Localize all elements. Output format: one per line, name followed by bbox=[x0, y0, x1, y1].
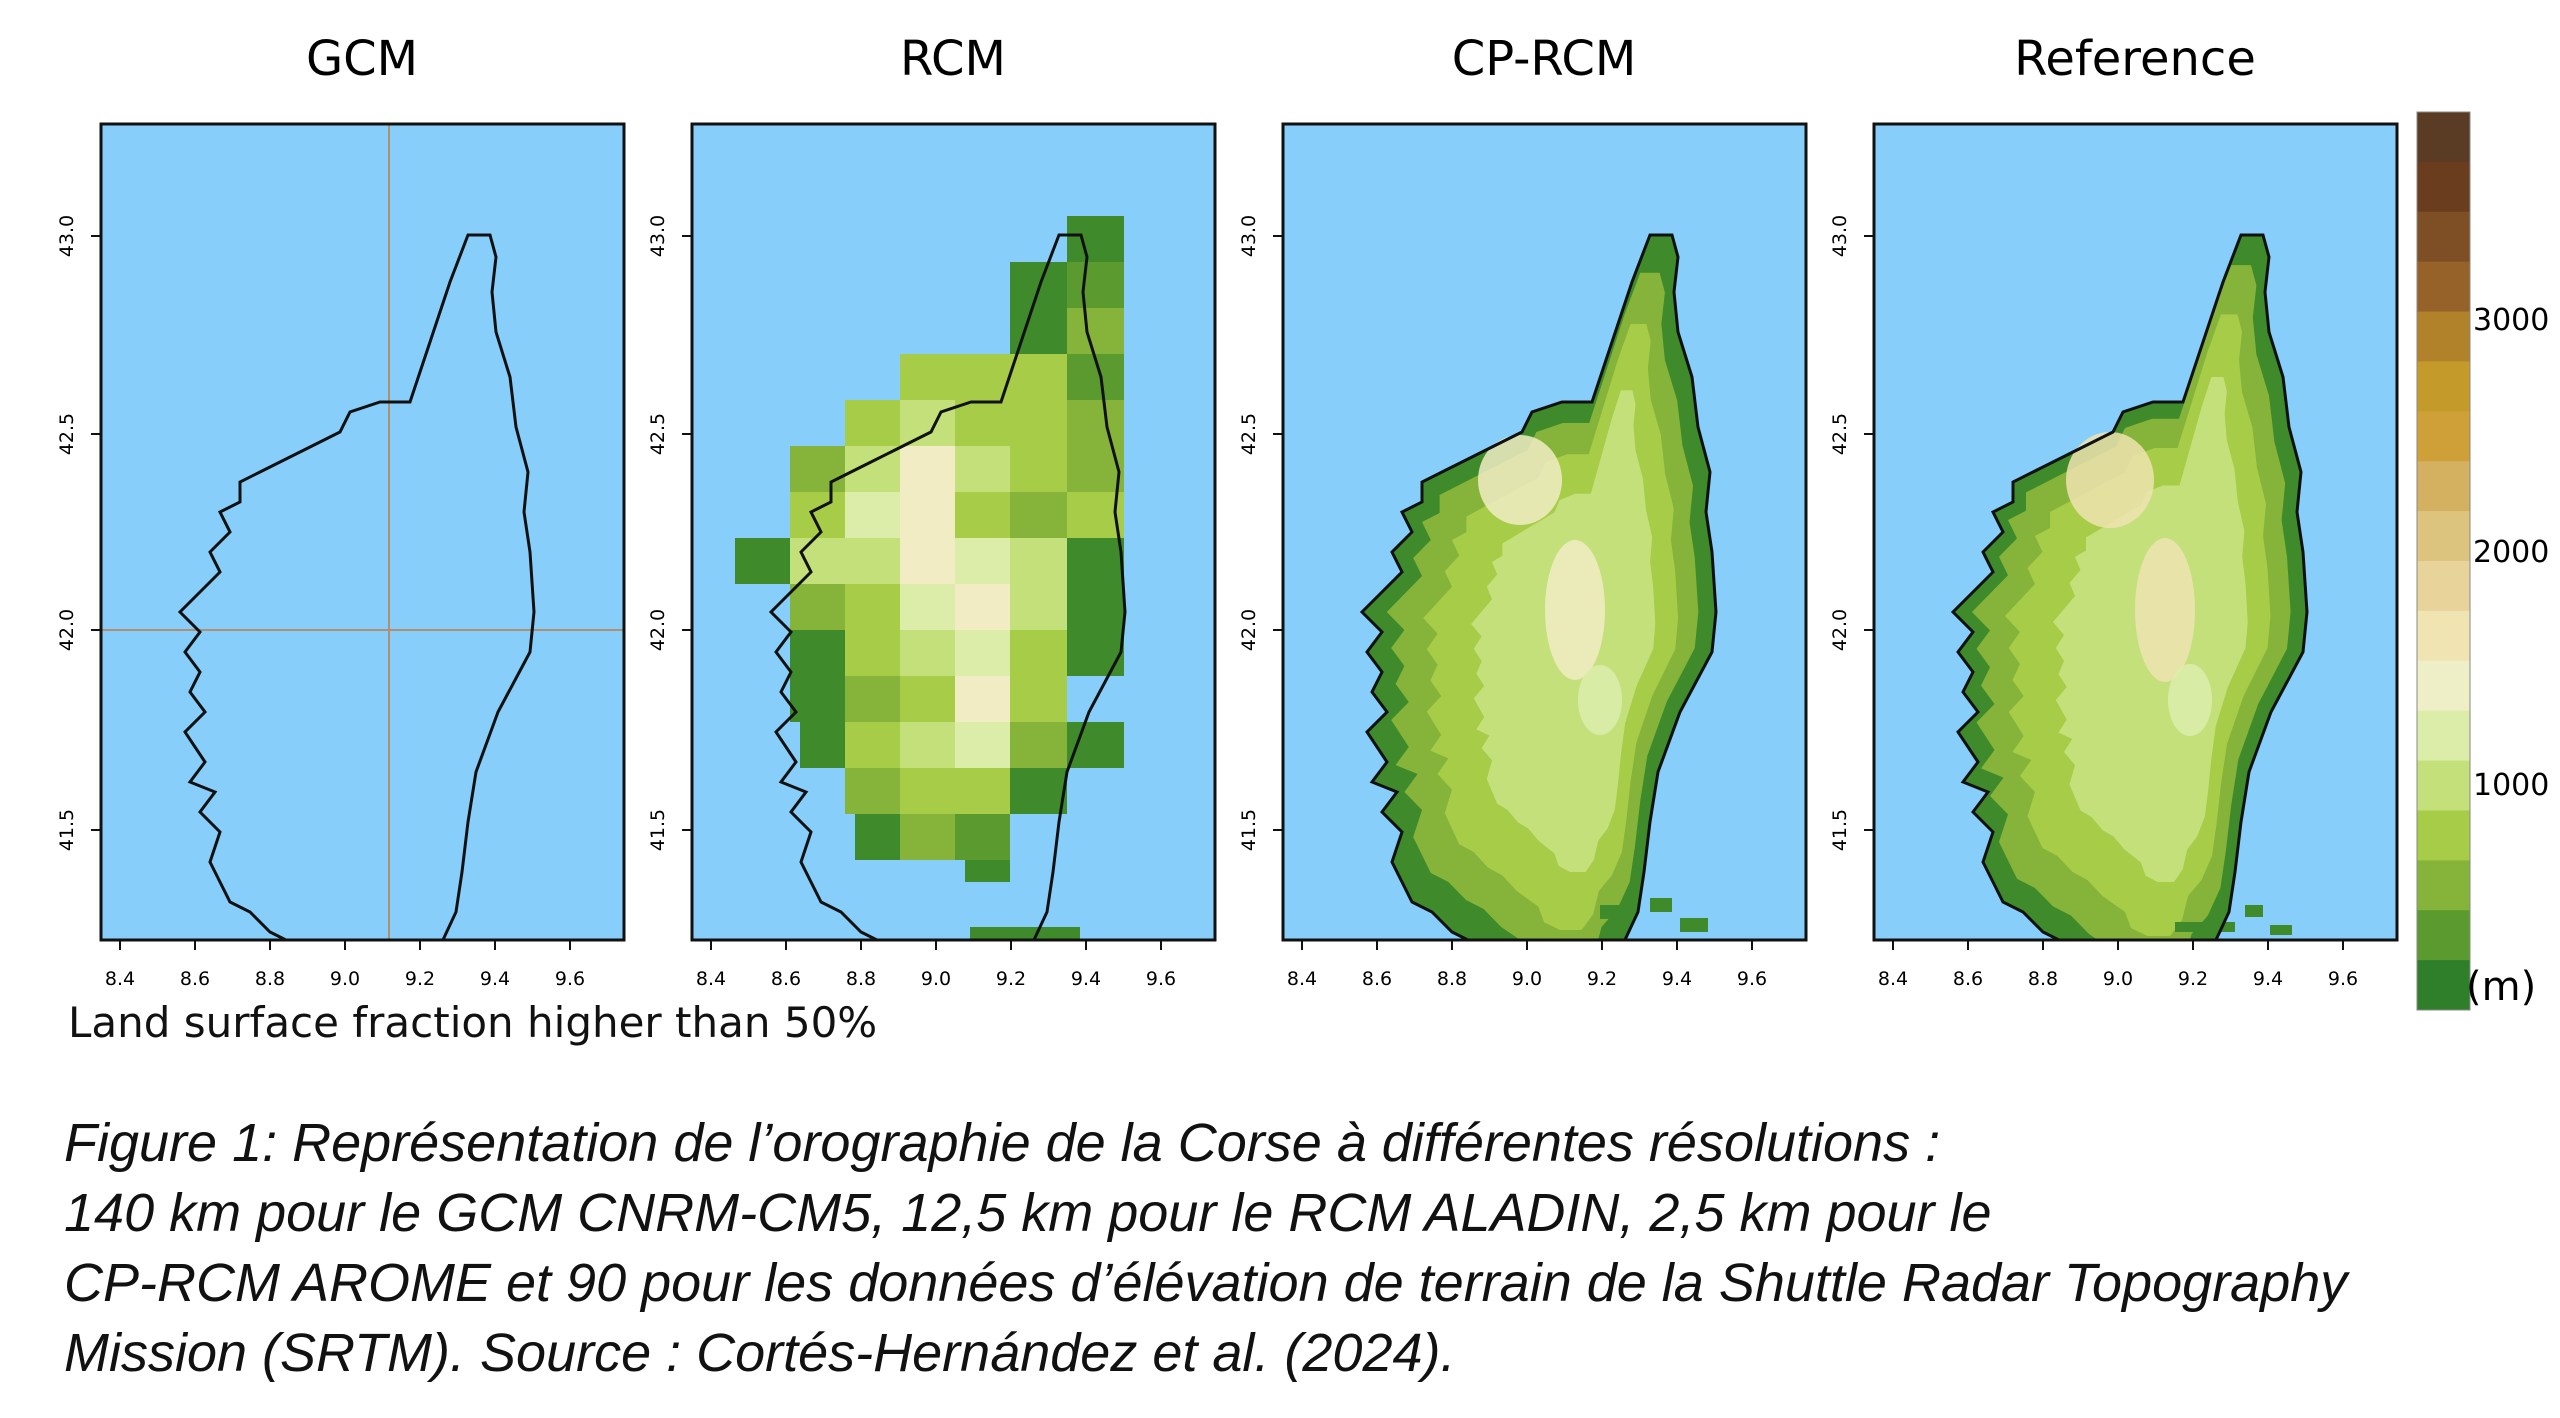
colorbar-swatch bbox=[2417, 112, 2470, 163]
lat-tick-label: 42.0 bbox=[1238, 609, 1260, 651]
lon-tick-label: 9.2 bbox=[2178, 968, 2208, 990]
colorbar-swatch bbox=[2417, 610, 2470, 662]
colorbar-swatch bbox=[2417, 660, 2470, 712]
lon-tick-label: 9.2 bbox=[996, 968, 1026, 990]
lat-tick-label: 41.5 bbox=[56, 809, 78, 851]
lat-tick-label: 42.5 bbox=[1238, 413, 1260, 455]
lat-tick-label: 43.0 bbox=[647, 215, 669, 257]
elevation-colorbar bbox=[2416, 111, 2471, 1011]
caption-line: CP-RCM AROME et 90 pour les données d’él… bbox=[64, 1253, 2348, 1313]
lat-tick-label: 42.5 bbox=[647, 413, 669, 455]
panel-cp-rcm bbox=[1281, 122, 1808, 942]
caption-line: 140 km pour le GCM CNRM-CM5, 12,5 km pou… bbox=[64, 1183, 1992, 1243]
colorbar-swatch bbox=[2417, 311, 2470, 362]
panel-title-cp-rcm: CP-RCM bbox=[1452, 31, 1637, 87]
gcm-land-fraction-note: Land surface fraction higher than 50% bbox=[68, 998, 878, 1047]
lat-tick-label: 42.0 bbox=[1829, 609, 1851, 651]
lon-tick-label: 8.8 bbox=[2028, 968, 2058, 990]
lon-tick-label: 9.0 bbox=[330, 968, 360, 990]
lon-tick-label: 9.6 bbox=[1737, 968, 1767, 990]
sea-background bbox=[101, 124, 624, 940]
lon-tick-label: 9.6 bbox=[555, 968, 585, 990]
lon-tick-label: 9.6 bbox=[2328, 968, 2358, 990]
rcm-terrain-cells bbox=[735, 216, 1127, 940]
colorbar-tick-1000: 1000 bbox=[2473, 768, 2549, 803]
lon-tick-label: 8.8 bbox=[1437, 968, 1467, 990]
colorbar-swatch bbox=[2417, 261, 2470, 313]
panel-gcm bbox=[99, 122, 626, 942]
lon-tick-label: 9.0 bbox=[2103, 968, 2133, 990]
colorbar-swatch bbox=[2417, 810, 2470, 861]
lon-tick-label: 8.8 bbox=[255, 968, 285, 990]
colorbar-swatch bbox=[2417, 511, 2470, 562]
panel-reference bbox=[1872, 122, 2399, 942]
panel-title-gcm: GCM bbox=[306, 31, 418, 87]
lon-tick-label: 8.4 bbox=[696, 968, 726, 990]
colorbar-tick-2000: 2000 bbox=[2473, 535, 2549, 570]
colorbar-unit: (m) bbox=[2466, 964, 2536, 1010]
reference-terrain bbox=[1951, 233, 2309, 940]
colorbar-swatch bbox=[2417, 411, 2470, 462]
lat-tick-label: 43.0 bbox=[1829, 215, 1851, 257]
colorbar-swatch bbox=[2417, 710, 2470, 762]
axis-labels: 8.4 8.6 8.8 9.0 9.2 9.4 9.6 43.0 42.5 42.0 41.5 8.4… bbox=[56, 215, 2358, 990]
caption-line: Mission (SRTM). Source : Cortés-Hernánde… bbox=[64, 1323, 1456, 1383]
colorbar-swatch bbox=[2417, 161, 2470, 213]
lat-tick-label: 42.0 bbox=[56, 609, 78, 651]
lon-tick-label: 9.4 bbox=[1662, 968, 1692, 990]
lon-tick-label: 9.2 bbox=[1587, 968, 1617, 990]
lon-tick-label: 9.0 bbox=[921, 968, 951, 990]
lon-tick-label: 8.4 bbox=[105, 968, 135, 990]
cp-rcm-terrain bbox=[1360, 233, 1718, 940]
lon-tick-label: 9.4 bbox=[2253, 968, 2283, 990]
colorbar-tick-3000: 3000 bbox=[2473, 303, 2549, 338]
lon-tick-label: 8.8 bbox=[846, 968, 876, 990]
colorbar-swatch bbox=[2417, 461, 2470, 512]
panel-title-reference: Reference bbox=[2014, 31, 2256, 87]
lon-tick-label: 8.4 bbox=[1878, 968, 1908, 990]
lat-tick-label: 41.5 bbox=[1238, 809, 1260, 851]
panel-rcm bbox=[690, 122, 1217, 942]
lat-tick-label: 42.5 bbox=[56, 413, 78, 455]
lon-tick-label: 8.4 bbox=[1287, 968, 1317, 990]
lon-tick-label: 9.4 bbox=[480, 968, 510, 990]
lon-tick-label: 9.0 bbox=[1512, 968, 1542, 990]
lat-tick-label: 42.0 bbox=[647, 609, 669, 651]
lat-tick-label: 43.0 bbox=[56, 215, 78, 257]
colorbar-frame bbox=[2416, 111, 2471, 1011]
figure-panels: GCM RCM CP-RCM Reference bbox=[56, 31, 2549, 1011]
colorbar-swatch bbox=[2417, 361, 2470, 412]
colorbar-swatch bbox=[2417, 561, 2470, 612]
colorbar-swatch bbox=[2417, 910, 2470, 961]
panel-frame bbox=[99, 122, 626, 942]
colorbar-swatch bbox=[2417, 960, 2470, 1011]
lon-tick-label: 9.6 bbox=[1146, 968, 1176, 990]
caption-line: Figure 1: Représentation de l’orographie… bbox=[64, 1113, 1941, 1173]
panel-frame bbox=[1281, 122, 1808, 942]
lon-tick-label: 8.6 bbox=[1953, 968, 1983, 990]
lon-tick-label: 8.6 bbox=[1362, 968, 1392, 990]
lat-tick-label: 42.5 bbox=[1829, 413, 1851, 455]
lon-tick-label: 8.6 bbox=[771, 968, 801, 990]
figure-caption: Figure 1: Représentation de l’orographie… bbox=[64, 1108, 2504, 1388]
colorbar-swatch bbox=[2417, 860, 2470, 911]
panel-frame bbox=[690, 122, 1217, 942]
lon-tick-label: 8.6 bbox=[180, 968, 210, 990]
lat-tick-label: 41.5 bbox=[647, 809, 669, 851]
lon-tick-label: 9.4 bbox=[1071, 968, 1101, 990]
colorbar-swatch bbox=[2417, 211, 2470, 263]
lat-tick-label: 41.5 bbox=[1829, 809, 1851, 851]
panel-title-rcm: RCM bbox=[900, 31, 1006, 87]
panel-frame bbox=[1872, 122, 2399, 942]
colorbar-swatch bbox=[2417, 760, 2470, 811]
lat-tick-label: 43.0 bbox=[1238, 215, 1260, 257]
lon-tick-label: 9.2 bbox=[405, 968, 435, 990]
